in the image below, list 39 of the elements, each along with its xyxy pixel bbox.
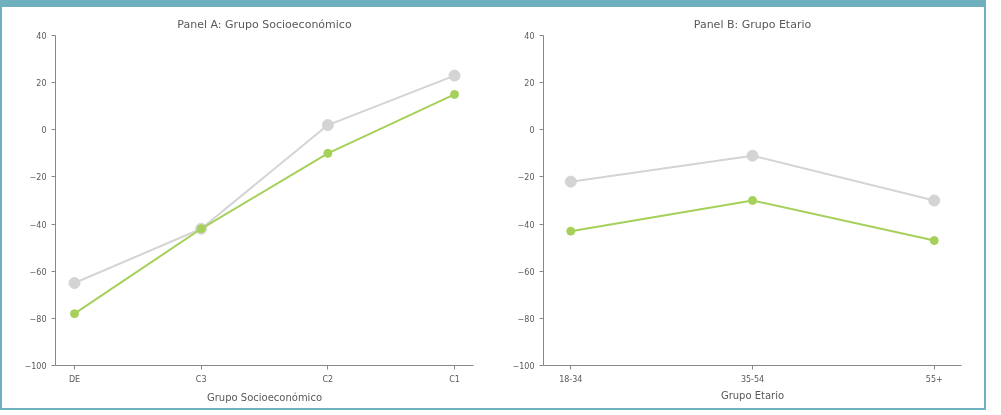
point <box>566 226 576 236</box>
x-tick-label: C1 <box>449 374 460 384</box>
point <box>450 89 459 99</box>
y-tick-label: −100 <box>24 362 47 371</box>
x-axis-title: Grupo Etario <box>720 389 785 401</box>
point <box>928 194 941 207</box>
y-tick-label: −20 <box>29 173 47 183</box>
y-tick-label: −80 <box>29 314 47 324</box>
chart-title: Panel B: Grupo Etario <box>693 17 812 31</box>
x-tick-label: 35-54 <box>740 374 765 384</box>
point <box>321 119 334 132</box>
y-tick-label: −20 <box>517 173 535 183</box>
chart-title: Panel A: Grupo Socioeconómico <box>177 17 352 31</box>
y-tick-label: −60 <box>29 267 47 277</box>
y-tick-label: 0 <box>529 126 535 136</box>
point <box>746 149 759 162</box>
y-tick-label: −100 <box>512 362 535 371</box>
point <box>929 236 939 246</box>
y-tick-label: 0 <box>41 126 47 136</box>
y-tick-label: −40 <box>517 220 535 230</box>
y-tick-label: 40 <box>524 32 535 41</box>
point <box>68 277 81 289</box>
point <box>70 309 79 319</box>
x-tick-label: DE <box>68 374 81 384</box>
y-tick-label: −40 <box>29 220 47 230</box>
point <box>564 175 577 188</box>
point <box>448 69 461 82</box>
x-tick-label: C2 <box>322 374 334 384</box>
point <box>323 148 333 158</box>
y-tick-label: −60 <box>517 267 535 277</box>
x-axis-title: Grupo Socioeconómico <box>206 391 323 403</box>
x-tick-label: 55+ <box>925 374 943 384</box>
point <box>748 196 757 205</box>
x-tick-label: 18-34 <box>559 374 583 384</box>
x-tick-label: C3 <box>195 374 207 384</box>
y-tick-label: −80 <box>517 314 535 324</box>
y-tick-label: 20 <box>36 79 47 89</box>
y-tick-label: 40 <box>36 32 47 41</box>
y-tick-label: 20 <box>524 79 535 89</box>
